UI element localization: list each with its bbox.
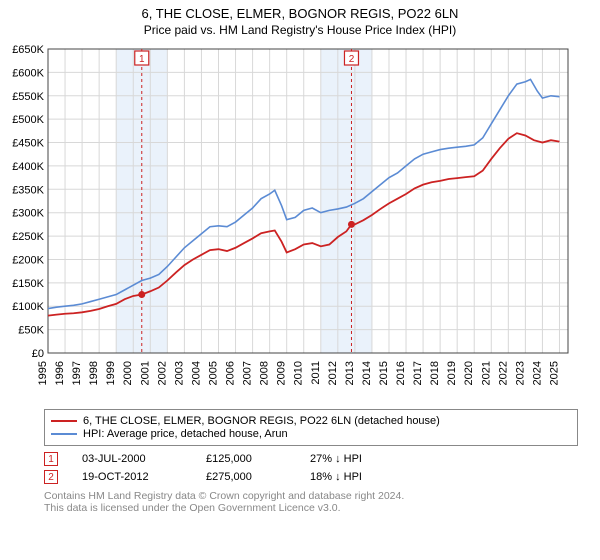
sale-price: £275,000 — [206, 471, 286, 483]
legend-label: HPI: Average price, detached house, Arun — [83, 428, 288, 440]
svg-text:1: 1 — [139, 54, 145, 65]
svg-text:£450K: £450K — [12, 138, 44, 150]
svg-text:2007: 2007 — [242, 361, 254, 385]
svg-text:2001: 2001 — [139, 361, 151, 385]
legend-row: 6, THE CLOSE, ELMER, BOGNOR REGIS, PO22 … — [51, 415, 571, 427]
svg-text:£500K: £500K — [12, 114, 44, 126]
svg-text:2004: 2004 — [190, 361, 202, 385]
sale-delta: 27% ↓ HPI — [310, 453, 362, 465]
svg-text:2025: 2025 — [548, 361, 560, 385]
sale-date: 19-OCT-2012 — [82, 471, 182, 483]
sale-date: 03-JUL-2000 — [82, 453, 182, 465]
svg-text:£300K: £300K — [12, 208, 44, 220]
svg-text:£50K: £50K — [18, 325, 44, 337]
svg-text:2012: 2012 — [327, 361, 339, 385]
svg-text:1998: 1998 — [88, 361, 100, 385]
chart-title: 6, THE CLOSE, ELMER, BOGNOR REGIS, PO22 … — [2, 6, 598, 21]
svg-text:2015: 2015 — [378, 361, 390, 385]
svg-text:2008: 2008 — [259, 361, 271, 385]
svg-text:2003: 2003 — [173, 361, 185, 385]
sale-marker: 2 — [44, 470, 58, 484]
svg-text:2013: 2013 — [344, 361, 356, 385]
sales-row: 1 03-JUL-2000 £125,000 27% ↓ HPI — [44, 452, 578, 466]
svg-text:2014: 2014 — [361, 361, 373, 385]
chart-svg: £0 £50K £100K £150K £200K £250K £300K £350K £400… — [2, 43, 582, 403]
sale-delta: 18% ↓ HPI — [310, 471, 362, 483]
sales-table: 1 03-JUL-2000 £125,000 27% ↓ HPI 2 19-OCT-201… — [44, 452, 578, 484]
svg-text:£100K: £100K — [12, 301, 44, 313]
svg-text:£200K: £200K — [12, 254, 44, 266]
chart-subtitle: Price paid vs. HM Land Registry's House … — [2, 23, 598, 37]
chart-area: £0 £50K £100K £150K £200K £250K £300K £350K £400… — [2, 43, 598, 403]
svg-text:2006: 2006 — [225, 361, 237, 385]
svg-text:1997: 1997 — [71, 361, 83, 385]
svg-text:£400K: £400K — [12, 161, 44, 173]
svg-text:2022: 2022 — [497, 361, 509, 385]
svg-text:2009: 2009 — [276, 361, 288, 385]
svg-text:£600K: £600K — [12, 67, 44, 79]
svg-text:£250K: £250K — [12, 231, 44, 243]
sale-marker: 1 — [44, 452, 58, 466]
svg-text:2: 2 — [349, 54, 355, 65]
svg-text:2000: 2000 — [122, 361, 134, 385]
svg-text:2023: 2023 — [514, 361, 526, 385]
svg-text:£150K: £150K — [12, 278, 44, 290]
sales-row: 2 19-OCT-2012 £275,000 18% ↓ HPI — [44, 470, 578, 484]
svg-text:1999: 1999 — [105, 361, 117, 385]
svg-text:£0: £0 — [32, 348, 44, 360]
svg-text:2016: 2016 — [395, 361, 407, 385]
svg-text:2005: 2005 — [207, 361, 219, 385]
legend-label: 6, THE CLOSE, ELMER, BOGNOR REGIS, PO22 … — [83, 415, 440, 427]
svg-text:1996: 1996 — [54, 361, 66, 385]
svg-text:2018: 2018 — [429, 361, 441, 385]
legend: 6, THE CLOSE, ELMER, BOGNOR REGIS, PO22 … — [44, 409, 578, 446]
svg-text:2011: 2011 — [310, 361, 322, 385]
svg-text:£350K: £350K — [12, 184, 44, 196]
attribution: Contains HM Land Registry data © Crown c… — [44, 490, 578, 514]
legend-swatch — [51, 420, 77, 422]
svg-text:2020: 2020 — [463, 361, 475, 385]
svg-text:2017: 2017 — [412, 361, 424, 385]
attribution-line-2: This data is licensed under the Open Gov… — [44, 502, 578, 514]
svg-text:2024: 2024 — [531, 361, 543, 385]
legend-swatch — [51, 433, 77, 435]
svg-text:2002: 2002 — [156, 361, 168, 385]
svg-text:£650K: £650K — [12, 44, 44, 56]
sale-price: £125,000 — [206, 453, 286, 465]
svg-text:2010: 2010 — [293, 361, 305, 385]
svg-text:2019: 2019 — [446, 361, 458, 385]
legend-row: HPI: Average price, detached house, Arun — [51, 428, 571, 440]
svg-text:1995: 1995 — [37, 361, 49, 385]
attribution-line-1: Contains HM Land Registry data © Crown c… — [44, 490, 578, 502]
svg-text:£550K: £550K — [12, 91, 44, 103]
svg-text:2021: 2021 — [480, 361, 492, 385]
